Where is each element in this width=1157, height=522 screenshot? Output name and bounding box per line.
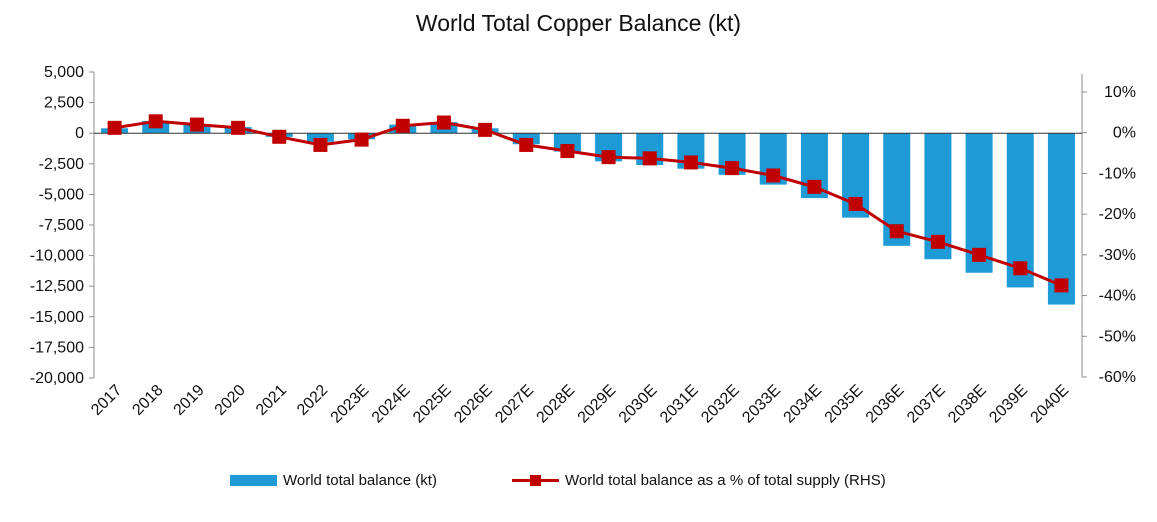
y-right-tick-label: 10% — [1104, 84, 1136, 101]
line-marker — [560, 144, 575, 159]
line-marker — [354, 132, 369, 147]
line-marker — [148, 114, 163, 129]
x-tick-label: 2025E — [410, 382, 455, 427]
y-left-tick-label: 2,500 — [44, 95, 84, 112]
line-path — [114, 119, 1062, 287]
x-tick-label: 2035E — [822, 382, 867, 427]
line-marker — [272, 129, 287, 144]
x-tick-label: 2021 — [253, 382, 290, 419]
x-tick-label: 2039E — [986, 382, 1031, 427]
line-marker — [848, 196, 863, 211]
y-left-tick-label: 0 — [75, 125, 84, 142]
x-tick-label: 2031E — [657, 382, 702, 427]
x-tick-label: 2032E — [698, 382, 743, 427]
legend-label-percent: World total balance as a % of total supp… — [565, 471, 886, 489]
x-tick-label: 2026E — [451, 382, 496, 427]
x-tick-label: 2036E — [863, 382, 908, 427]
x-tick-label: 2022 — [294, 382, 331, 419]
y-left-tick-label: -12,500 — [30, 278, 84, 295]
line-marker — [519, 137, 534, 152]
x-tick-label: 2037E — [904, 382, 949, 427]
line-marker — [107, 120, 122, 135]
y-left-tick-label: -5,000 — [39, 186, 84, 203]
x-tick-label: 2040E — [1028, 382, 1073, 427]
y-left-tick-label: -2,500 — [39, 156, 84, 173]
bar — [1047, 133, 1075, 305]
legend: World total balance (kt) World total bal… — [0, 468, 1157, 492]
x-tick-label: 2038E — [945, 382, 990, 427]
y-right-tick-label: -60% — [1099, 369, 1136, 386]
y-right-tick-label: -20% — [1099, 206, 1136, 223]
x-tick-label: 2029E — [575, 382, 620, 427]
line-marker — [642, 151, 657, 166]
line-marker — [436, 115, 451, 130]
line-marker — [231, 120, 246, 135]
legend-item-percent: World total balance as a % of total supp… — [512, 468, 886, 492]
line-marker — [725, 161, 740, 176]
x-tick-label: 2034E — [781, 382, 826, 427]
legend-item-balance: World total balance (kt) — [230, 468, 437, 492]
x-tick-label: 2024E — [369, 382, 414, 427]
line-marker — [766, 168, 781, 183]
x-tick-label: 2018 — [129, 382, 166, 419]
bar-series — [101, 120, 1075, 305]
line-marker — [930, 234, 945, 249]
chart-plot: 5,000 2,500 0 -2,500 -5,000 -7,500 -10,000 -12,… — [30, 64, 1136, 427]
y-right-tick-label: 0% — [1113, 125, 1136, 142]
chart-title: World Total Copper Balance (kt) — [415, 10, 742, 36]
y-right-tick-label: -40% — [1099, 288, 1136, 305]
bar — [306, 133, 334, 142]
line-marker — [478, 122, 493, 137]
line-marker — [189, 117, 204, 132]
y-right-tick-label: -10% — [1099, 165, 1136, 182]
y-left-tick-label: 5,000 — [44, 64, 84, 81]
line-marker — [807, 179, 822, 194]
y-left-tick-label: -17,500 — [30, 339, 84, 356]
y-right-tick-label: -30% — [1099, 247, 1136, 264]
line-marker — [395, 118, 410, 133]
y-left-tick-label: -7,500 — [39, 217, 84, 234]
line-marker — [1054, 278, 1069, 293]
y-right-tick-label: -50% — [1099, 328, 1136, 345]
x-tick-label: 2020 — [212, 382, 249, 419]
line-marker — [972, 247, 987, 262]
line-marker — [1013, 261, 1028, 276]
x-tick-label: 2030E — [616, 382, 661, 427]
x-tick-label: 2027E — [492, 382, 537, 427]
x-tick-label: 2028E — [534, 382, 579, 427]
y-left-tick-label: -15,000 — [30, 309, 84, 326]
legend-line-swatch — [512, 473, 559, 487]
line-series — [107, 114, 1069, 293]
x-tick-label: 2019 — [171, 382, 208, 419]
x-tick-label: 2023E — [328, 382, 373, 427]
line-marker — [601, 150, 616, 165]
y-left-tick-label: -10,000 — [30, 248, 84, 265]
legend-label-balance: World total balance (kt) — [283, 471, 437, 489]
x-tick-label: 2017 — [88, 382, 125, 419]
legend-bar-swatch — [230, 474, 277, 486]
y-left-tick-label: -20,000 — [30, 370, 84, 387]
line-marker — [889, 224, 904, 239]
x-tick-label: 2033E — [739, 382, 784, 427]
line-marker — [313, 137, 328, 152]
line-marker — [683, 155, 698, 170]
